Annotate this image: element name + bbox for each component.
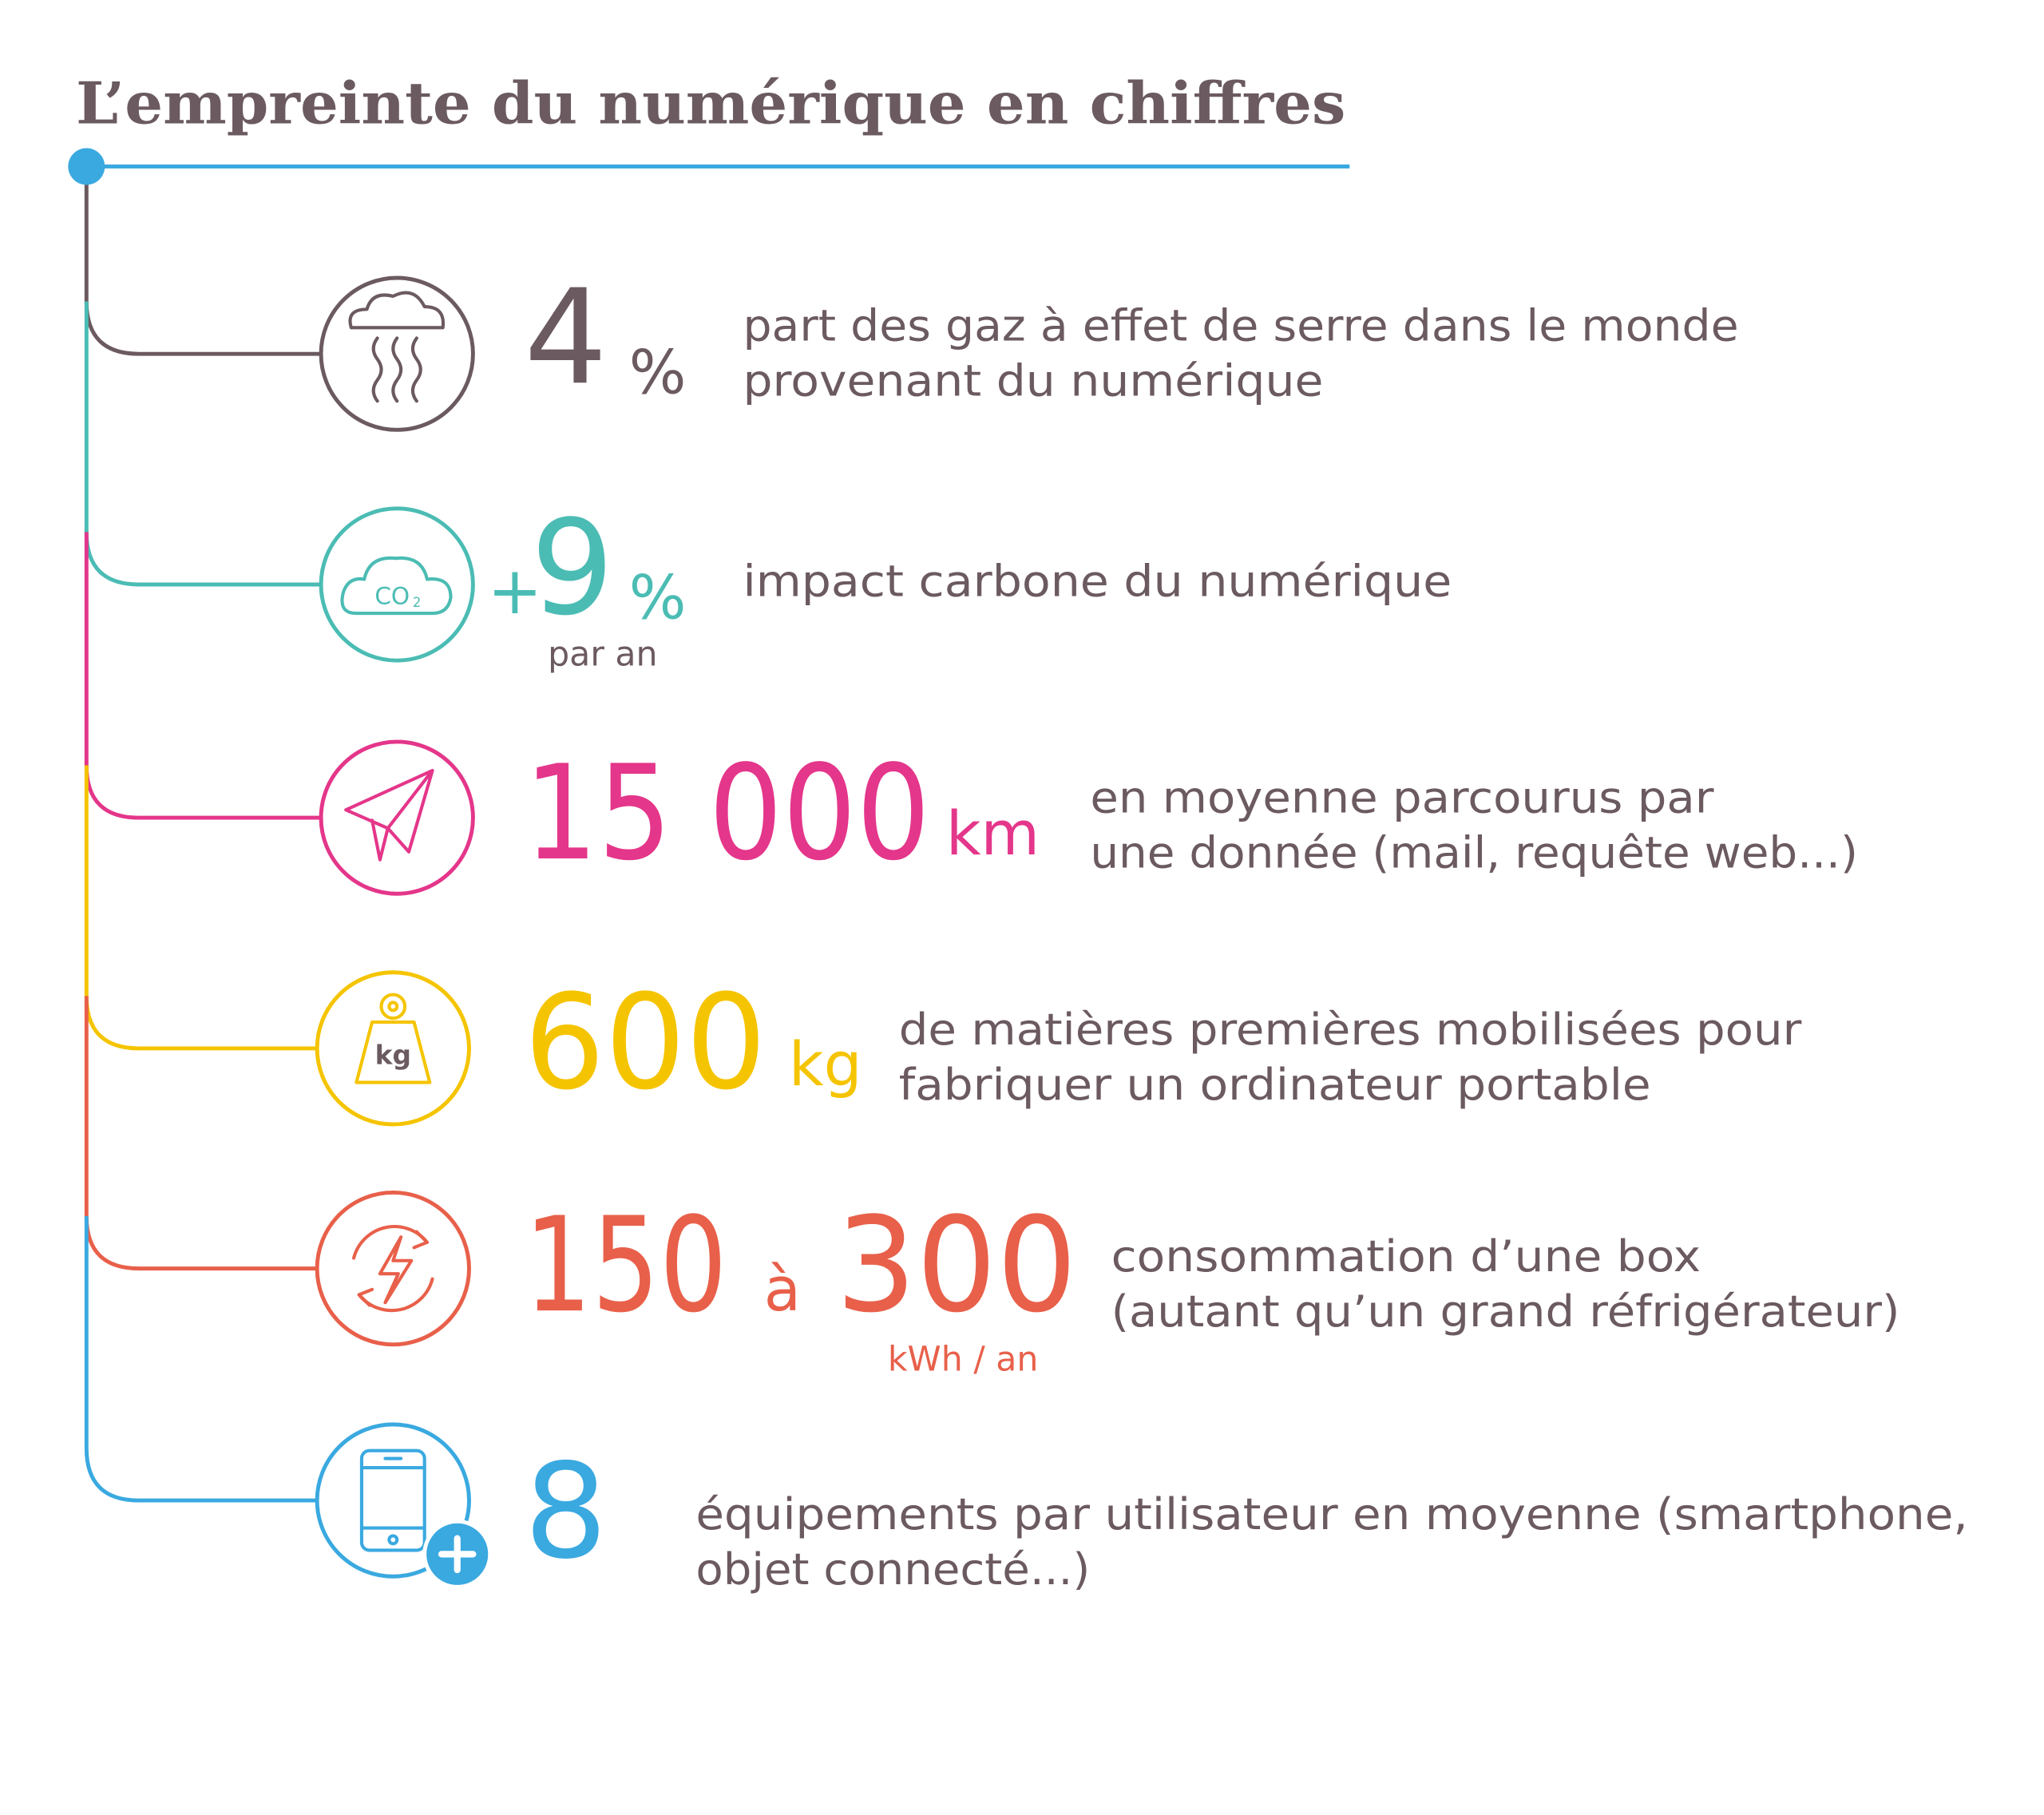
icon-text: 2 — [413, 595, 421, 610]
icon-bolt — [378, 1235, 414, 1305]
icon-plane-shape — [344, 768, 434, 862]
icon-ring — [319, 739, 475, 896]
icon-greenhouse — [319, 275, 475, 432]
figure: 300 — [836, 1189, 1077, 1341]
note: par an — [548, 635, 658, 675]
icon-plane — [319, 739, 475, 896]
icon-arrowheads — [357, 1230, 430, 1307]
description: consommation d’une box — [1111, 1231, 1701, 1282]
icon-ring — [315, 970, 471, 1127]
figure: 150 — [524, 1189, 727, 1341]
description: part des gaz à effet de serre dans le mo… — [743, 301, 1738, 351]
icon-text: kg — [375, 1040, 411, 1071]
description: fabriquer un ordinateur portable — [899, 1060, 1651, 1110]
icon-text: CO — [374, 583, 410, 610]
figure: 4 — [524, 261, 607, 414]
unit: kg — [789, 1029, 862, 1100]
icon-ring — [319, 506, 475, 663]
description: équipements par utilisateur en moyenne (… — [695, 1489, 1967, 1540]
plus-sign — [438, 1535, 477, 1574]
icon-co2 — [319, 506, 475, 663]
icon-ring — [315, 1422, 471, 1579]
icon-energy — [315, 1190, 471, 1347]
unit: % — [629, 563, 687, 633]
connector: à — [764, 1254, 801, 1325]
figure: 9 — [531, 492, 614, 644]
icon-phone-lines — [359, 1456, 426, 1530]
icon-ring — [315, 1190, 471, 1347]
icon-cloud — [348, 291, 446, 330]
figure: 15 000 — [524, 737, 930, 890]
description: provenant du numérique — [743, 356, 1323, 406]
title: L’empreinte du numérique en chiffres — [76, 69, 1345, 137]
icon-cloud — [340, 556, 453, 616]
figure: 600 — [524, 966, 766, 1119]
tree-dot — [68, 148, 105, 185]
icon-ring-small — [379, 993, 407, 1020]
prefix: + — [487, 553, 542, 629]
figure: 8 — [524, 1436, 607, 1588]
icon-ring-dot — [387, 1001, 399, 1013]
description: en moyenne parcourus par — [1090, 773, 1714, 823]
icon-waves — [371, 336, 422, 403]
branch — [84, 1215, 318, 1503]
unit: % — [629, 337, 687, 407]
icon-phone-button — [387, 1534, 399, 1546]
description: (autant qu’un grand réfrigérateur) — [1111, 1286, 1900, 1337]
icon-devices — [315, 1422, 471, 1579]
note: kWh / an — [888, 1340, 1039, 1380]
unit: km — [946, 799, 1040, 869]
description: de matières premières mobilisées pour — [899, 1005, 1802, 1055]
icon-ring — [319, 275, 475, 432]
icon-phone — [359, 1448, 426, 1552]
description: une donnée (mail, requête web...) — [1090, 827, 1858, 878]
icon-weight-body — [355, 1020, 432, 1084]
description: impact carbone du numérique — [743, 557, 1452, 607]
icon-weight — [315, 970, 471, 1127]
description: objet connecté...) — [695, 1544, 1090, 1595]
